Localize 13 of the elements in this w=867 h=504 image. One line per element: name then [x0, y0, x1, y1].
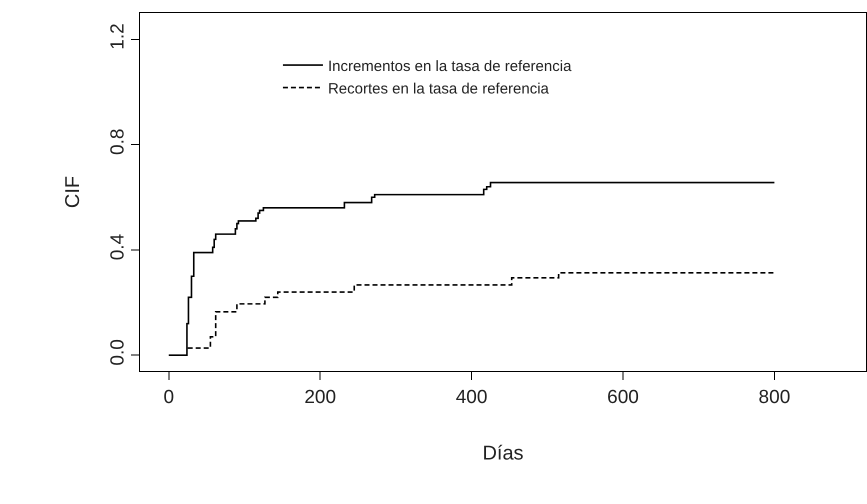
y-tick-label: 1.2 — [107, 23, 128, 50]
y-tick-label: 0.0 — [107, 339, 128, 366]
y-axis-title: CIF — [62, 176, 84, 208]
y-tick-label: 0.4 — [107, 233, 128, 260]
x-axis-title: Días — [482, 442, 524, 464]
x-tick-label: 600 — [607, 386, 639, 408]
legend-label: Incrementos en la tasa de referencia — [328, 58, 572, 75]
x-tick-label: 0 — [163, 386, 174, 408]
legend-label: Recortes en la tasa de referencia — [328, 80, 550, 98]
y-tick-label: 0.8 — [107, 128, 128, 155]
x-tick-label: 800 — [758, 386, 790, 408]
x-tick-label: 200 — [304, 386, 336, 408]
x-tick-label: 400 — [456, 386, 488, 408]
